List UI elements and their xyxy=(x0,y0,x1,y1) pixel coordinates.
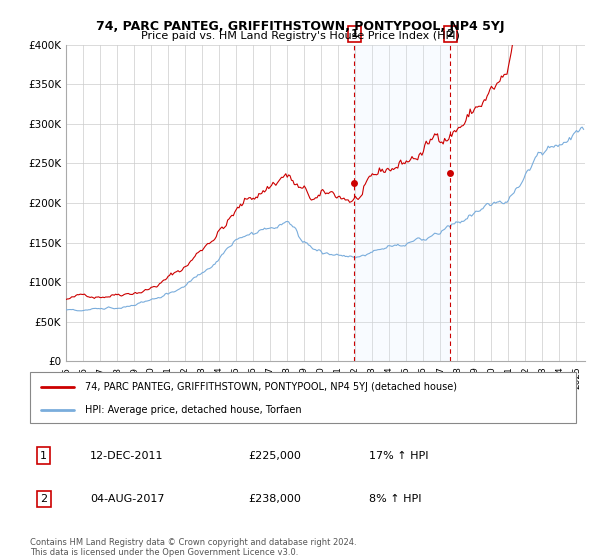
Text: 8% ↑ HPI: 8% ↑ HPI xyxy=(368,494,421,504)
Text: 12-DEC-2011: 12-DEC-2011 xyxy=(90,450,164,460)
Text: 04-AUG-2017: 04-AUG-2017 xyxy=(90,494,164,504)
Point xyxy=(445,169,455,178)
Text: 2: 2 xyxy=(40,494,47,504)
Bar xyxy=(355,45,450,361)
Text: £225,000: £225,000 xyxy=(248,450,301,460)
Point xyxy=(350,179,359,188)
Text: Price paid vs. HM Land Registry's House Price Index (HPI): Price paid vs. HM Land Registry's House … xyxy=(140,31,460,41)
FancyBboxPatch shape xyxy=(30,372,576,423)
Text: Contains HM Land Registry data © Crown copyright and database right 2024.
This d: Contains HM Land Registry data © Crown c… xyxy=(30,538,356,557)
Text: 74, PARC PANTEG, GRIFFITHSTOWN, PONTYPOOL, NP4 5YJ (detached house): 74, PARC PANTEG, GRIFFITHSTOWN, PONTYPOO… xyxy=(85,381,457,391)
Text: £238,000: £238,000 xyxy=(248,494,301,504)
Text: 1: 1 xyxy=(40,450,47,460)
Text: 74, PARC PANTEG, GRIFFITHSTOWN, PONTYPOOL, NP4 5YJ: 74, PARC PANTEG, GRIFFITHSTOWN, PONTYPOO… xyxy=(96,20,504,32)
Text: 1: 1 xyxy=(350,29,358,39)
Text: 2: 2 xyxy=(446,29,454,39)
Text: HPI: Average price, detached house, Torfaen: HPI: Average price, detached house, Torf… xyxy=(85,405,301,415)
Text: 17% ↑ HPI: 17% ↑ HPI xyxy=(368,450,428,460)
